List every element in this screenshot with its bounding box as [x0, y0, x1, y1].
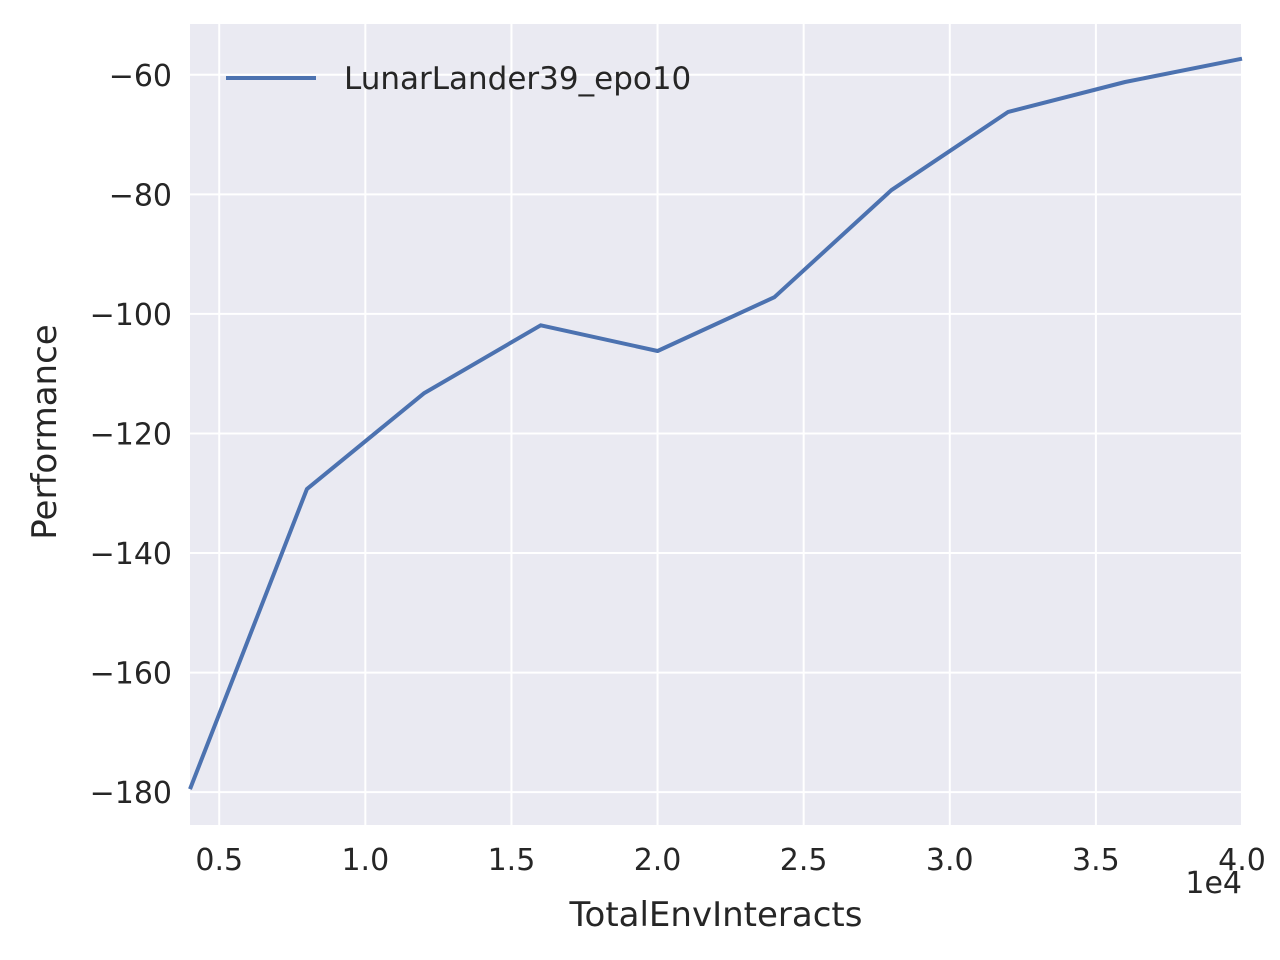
y-axis-label: Performance	[25, 324, 65, 539]
y-tick-label: −140	[90, 537, 172, 572]
grid-lines	[190, 24, 1243, 825]
x-tick-label: 1.0	[341, 843, 389, 878]
y-tick-label: −60	[109, 59, 172, 94]
x-tick-label: 3.5	[1072, 843, 1120, 878]
legend: LunarLander39_epo10	[226, 61, 691, 97]
x-tick-label: 2.5	[780, 843, 828, 878]
y-tick-label: −160	[90, 657, 172, 692]
series-line	[188, 56, 1243, 790]
x-axis-ticks: 0.5 1.0 1.5 2.0 2.5 3.0 3.5 4.0	[195, 843, 1265, 878]
x-tick-label: 4.0	[1218, 843, 1266, 878]
y-axis-ticks: −180 −160 −140 −120 −100 −80 −60	[90, 59, 172, 811]
x-tick-label: 1.5	[488, 843, 536, 878]
series-lines	[188, 56, 1243, 790]
y-tick-label: −80	[109, 178, 172, 213]
y-tick-label: −180	[90, 776, 172, 811]
y-tick-label: −100	[90, 298, 172, 333]
legend-label: LunarLander39_epo10	[344, 61, 691, 97]
x-tick-label: 3.0	[926, 843, 974, 878]
x-axis-offset-label: 1e4	[1185, 866, 1242, 901]
x-axis-label: TotalEnvInteracts	[569, 895, 863, 935]
y-tick-label: −120	[90, 417, 172, 452]
x-tick-label: 0.5	[195, 843, 243, 878]
x-tick-label: 2.0	[634, 843, 682, 878]
plot-background	[190, 24, 1242, 825]
